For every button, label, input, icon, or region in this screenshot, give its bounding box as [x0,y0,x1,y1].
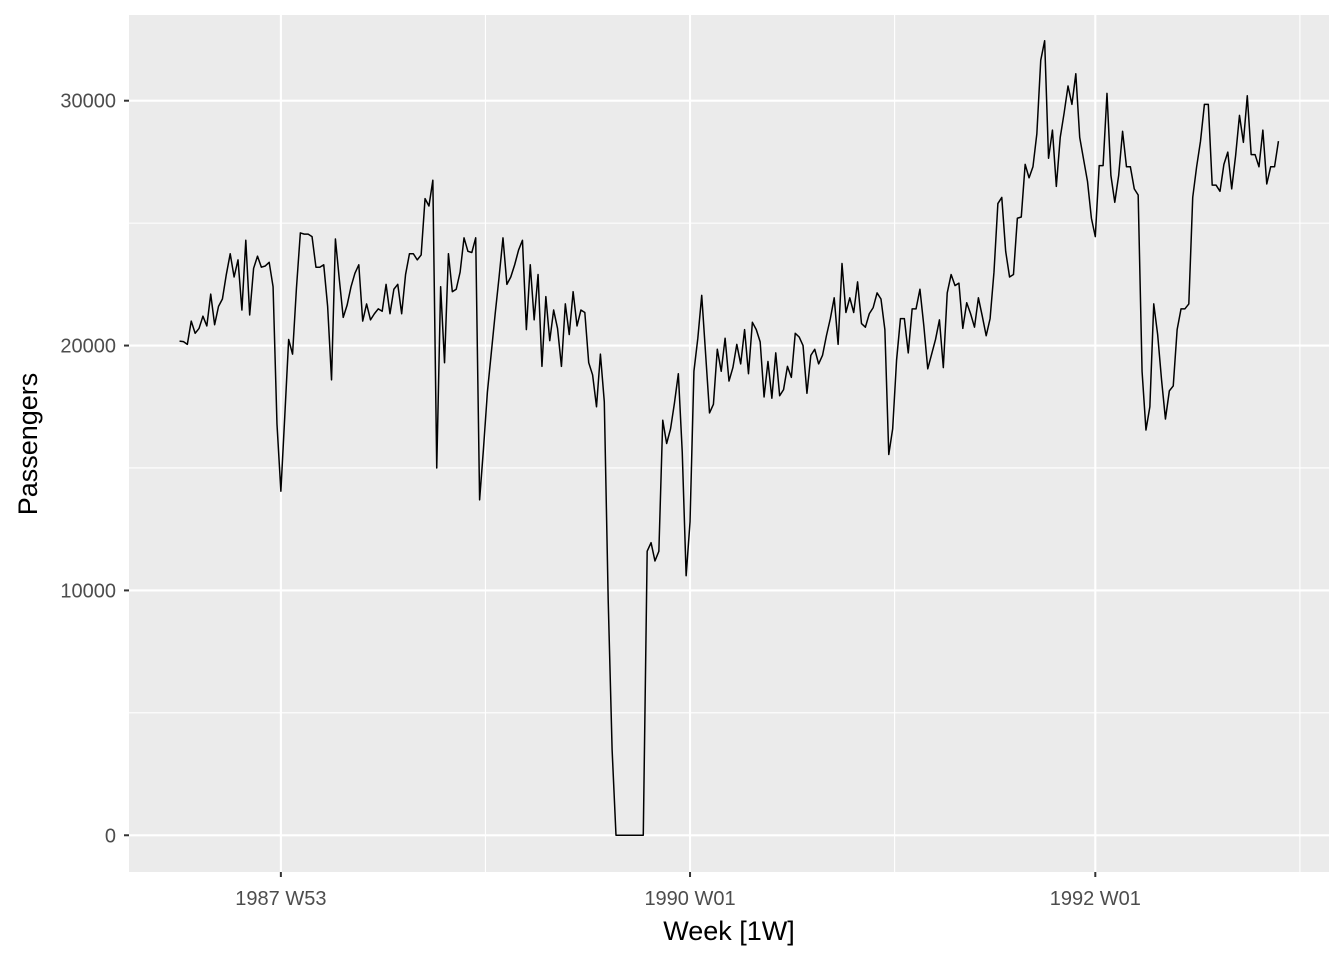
series-layer [179,39,1280,837]
x-tick-label: 1990 W01 [644,888,735,910]
x-tick-label: 1992 W01 [1050,888,1141,910]
y-tick-label: 10000 [60,580,116,602]
y-axis-title: Passengers [13,373,43,516]
y-tick-label: 30000 [60,91,116,113]
minor-gridlines [129,15,1329,872]
series-line-passengers [179,39,1280,837]
x-axis-title: Week [1W] [663,916,795,946]
x-axis: 1987 W53 1990 W01 1992 W01 [235,872,1141,910]
y-tick-label: 0 [105,825,116,847]
panel-background [129,15,1329,872]
y-tick-label: 20000 [60,336,116,358]
major-gridlines [129,15,1329,872]
x-tick-label: 1987 W53 [235,888,326,910]
y-axis: 0 10000 20000 30000 [60,91,129,847]
